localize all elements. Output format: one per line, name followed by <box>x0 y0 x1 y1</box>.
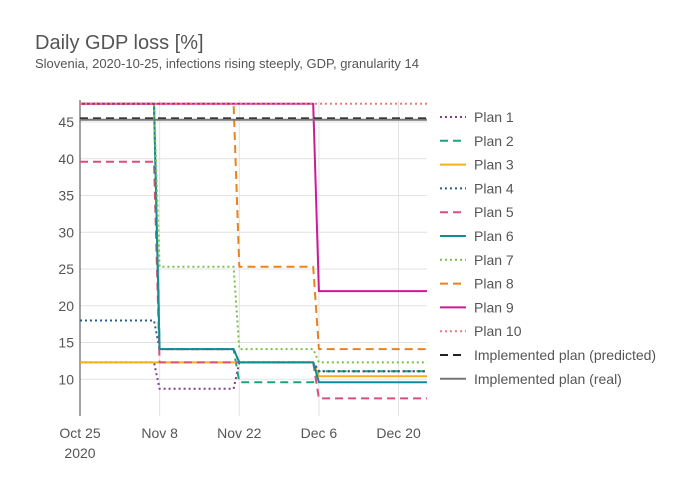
series-line-plan-2 <box>80 102 427 384</box>
chart-title: Daily GDP loss [%] <box>35 32 204 54</box>
legend-item-implemented-plan-real[interactable]: Implemented plan (real) <box>440 371 622 387</box>
legend-label: Plan 6 <box>474 228 514 244</box>
x-tick-label: Nov 22 <box>217 425 262 441</box>
x-tick-label: Dec 6 <box>301 425 338 441</box>
legend-item-plan-1[interactable]: Plan 1 <box>440 109 514 125</box>
series-line-plan-6 <box>80 102 427 384</box>
y-tick-label: 45 <box>58 114 74 130</box>
legend-item-plan-6[interactable]: Plan 6 <box>440 228 514 244</box>
legend-item-plan-9[interactable]: Plan 9 <box>440 299 514 315</box>
legend-label: Implemented plan (predicted) <box>474 347 656 363</box>
legend-item-plan-4[interactable]: Plan 4 <box>440 180 514 196</box>
gridlines <box>79 100 427 416</box>
x-tick-label: Nov 8 <box>141 425 178 441</box>
x-axis: Oct 25 2020 Nov 8 Nov 22 Dec 6 Dec 20 <box>59 425 421 461</box>
legend-label: Plan 8 <box>474 276 514 292</box>
x-tick-label: Oct 25 <box>59 425 100 441</box>
legend-label: Plan 3 <box>474 157 514 173</box>
legend-label: Implemented plan (real) <box>474 371 622 387</box>
series-line-plan-9 <box>80 102 427 293</box>
legend-label: Plan 7 <box>474 252 514 268</box>
y-tick-label: 35 <box>58 188 74 204</box>
y-tick-label: 15 <box>58 335 74 351</box>
legend-label: Plan 10 <box>474 323 522 339</box>
y-tick-label: 10 <box>58 371 74 387</box>
series-line-plan-3 <box>80 361 427 378</box>
y-tick-label: 40 <box>58 151 74 167</box>
chart-subtitle: Slovenia, 2020-10-25, infections rising … <box>35 56 419 71</box>
legend-item-plan-3[interactable]: Plan 3 <box>440 157 514 173</box>
y-tick-label: 20 <box>58 298 74 314</box>
legend[interactable]: Plan 1 Plan 2 Plan 3 Plan 4 Plan 5 Plan 6 Plan… <box>440 109 656 387</box>
legend-item-implemented-plan-predicted[interactable]: Implemented plan (predicted) <box>440 347 656 363</box>
legend-item-plan-7[interactable]: Plan 7 <box>440 252 514 268</box>
series-line-plan-5 <box>80 160 427 400</box>
legend-label: Plan 1 <box>474 109 514 125</box>
series-line-plan-8 <box>80 102 427 351</box>
legend-label: Plan 2 <box>474 133 514 149</box>
legend-item-plan-10[interactable]: Plan 10 <box>440 323 522 339</box>
legend-item-plan-8[interactable]: Plan 8 <box>440 276 514 292</box>
legend-item-plan-2[interactable]: Plan 2 <box>440 133 514 149</box>
legend-label: Plan 5 <box>474 204 514 220</box>
y-tick-label: 30 <box>58 224 74 240</box>
series-line-plan-4 <box>80 319 427 373</box>
x-tick-label: Dec 20 <box>376 425 421 441</box>
y-tick-label: 25 <box>58 261 74 277</box>
series-lines <box>80 102 427 400</box>
legend-item-plan-5[interactable]: Plan 5 <box>440 204 514 220</box>
x-tick-year-label: 2020 <box>64 445 95 461</box>
y-axis: 10 15 20 25 30 35 40 45 <box>58 100 81 416</box>
legend-label: Plan 4 <box>474 180 514 196</box>
legend-label: Plan 9 <box>474 299 514 315</box>
series-line-plan-7 <box>80 102 427 364</box>
